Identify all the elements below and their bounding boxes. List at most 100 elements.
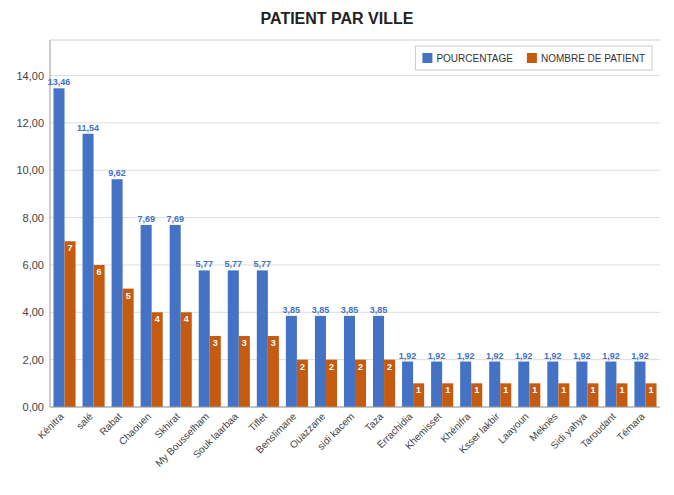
bars	[53, 88, 656, 407]
legend-box	[415, 46, 652, 70]
bar	[431, 362, 442, 407]
y-tick-label: 8,00	[23, 212, 44, 224]
data-label: 1	[503, 385, 508, 395]
bar	[315, 316, 326, 407]
bar	[181, 312, 192, 407]
data-label: 7,69	[166, 214, 184, 224]
data-label: 1	[474, 385, 479, 395]
bar	[344, 316, 355, 407]
y-axis-line	[50, 40, 51, 407]
x-tick-label: Chaouen	[117, 411, 153, 447]
y-tick-label: 4,00	[23, 306, 44, 318]
data-label: 1,92	[573, 351, 591, 361]
bar	[326, 360, 337, 407]
bar	[489, 362, 500, 407]
data-label: 4	[184, 314, 189, 324]
data-label: 3,85	[312, 305, 330, 315]
bar	[210, 336, 221, 407]
x-tick-label: Taza	[363, 410, 386, 433]
bar	[576, 362, 587, 407]
bar	[112, 179, 123, 407]
y-tick-label: 12,00	[16, 117, 44, 129]
x-tick-label: Tiflet	[246, 410, 269, 433]
data-label: 4	[155, 314, 160, 324]
bar	[170, 225, 181, 407]
title: PATIENT PAR VILLE	[261, 10, 414, 27]
x-tick-label: Ksser lakbir	[457, 410, 502, 455]
bar	[402, 362, 413, 407]
data-label: 1	[619, 385, 624, 395]
data-label: 3,85	[283, 305, 301, 315]
grid-line	[50, 122, 660, 123]
x-tick-label: Kénitra	[36, 410, 66, 440]
data-label: 5,77	[254, 259, 272, 269]
data-label: 1	[532, 385, 537, 395]
grid-line	[50, 75, 660, 76]
data-label: 1	[416, 385, 421, 395]
data-label: 7,69	[137, 214, 155, 224]
legend-swatch	[527, 53, 537, 63]
bar	[471, 383, 482, 407]
bar	[65, 241, 76, 407]
bar	[286, 316, 297, 407]
legend-label: POURCENTAGE	[436, 53, 513, 64]
data-label: 6	[97, 267, 102, 277]
data-label: 5	[126, 291, 131, 301]
data-label: 1,92	[602, 351, 620, 361]
data-label: 3	[242, 338, 247, 348]
bar	[94, 265, 105, 407]
grid-line	[50, 170, 660, 171]
data-label: 1,92	[544, 351, 562, 361]
bar	[83, 134, 94, 407]
x-tick-label: Rabat	[97, 410, 124, 437]
data-label: 1	[648, 385, 653, 395]
data-label: 2	[329, 362, 334, 372]
bar	[239, 336, 250, 407]
chart: PATIENT PAR VILLE0,002,004,006,008,0010,…	[0, 0, 674, 495]
x-axis-line	[50, 407, 660, 408]
bar	[152, 312, 163, 407]
data-label: 7	[68, 243, 73, 253]
bar	[518, 362, 529, 407]
x-tick-label: Souk laarbaa	[191, 410, 241, 460]
bar	[413, 383, 424, 407]
bar	[199, 270, 210, 407]
data-label: 11,54	[77, 123, 99, 133]
bar	[645, 383, 656, 407]
data-label: 3	[271, 338, 276, 348]
data-label: 2	[358, 362, 363, 372]
data-label: 2	[387, 362, 392, 372]
bar	[355, 360, 366, 407]
data-label: 5,77	[195, 259, 213, 269]
data-label: 1,92	[399, 351, 417, 361]
bar	[257, 270, 268, 407]
bar	[268, 336, 279, 407]
x-tick-label: salé	[74, 410, 95, 431]
data-label: 1,92	[486, 351, 504, 361]
legend-swatch	[422, 53, 432, 63]
x-tick-label: sidi kacem	[315, 411, 356, 452]
data-label: 3,85	[341, 305, 359, 315]
bar	[634, 362, 645, 407]
legend-label: NOMBRE DE PATIENT	[541, 53, 645, 64]
bar	[500, 383, 511, 407]
data-label: 3	[213, 338, 218, 348]
bar	[141, 225, 152, 407]
y-tick-label: 2,00	[23, 354, 44, 366]
y-tick-label: 10,00	[16, 164, 44, 176]
bar	[547, 362, 558, 407]
data-label: 1,92	[515, 351, 533, 361]
legend: POURCENTAGE NOMBRE DE PATIENT	[415, 46, 652, 70]
bar	[373, 316, 384, 407]
data-label: 1,92	[428, 351, 446, 361]
data-label: 1,92	[457, 351, 475, 361]
bar	[384, 360, 395, 407]
y-tick-label: 14,00	[16, 70, 44, 82]
bar	[605, 362, 616, 407]
x-tick-label: Taroudant	[579, 410, 618, 449]
data-label: 13,46	[48, 77, 71, 87]
data-label: 9,62	[108, 168, 126, 178]
bar	[529, 383, 540, 407]
bar	[442, 383, 453, 407]
grid-line	[50, 407, 660, 408]
